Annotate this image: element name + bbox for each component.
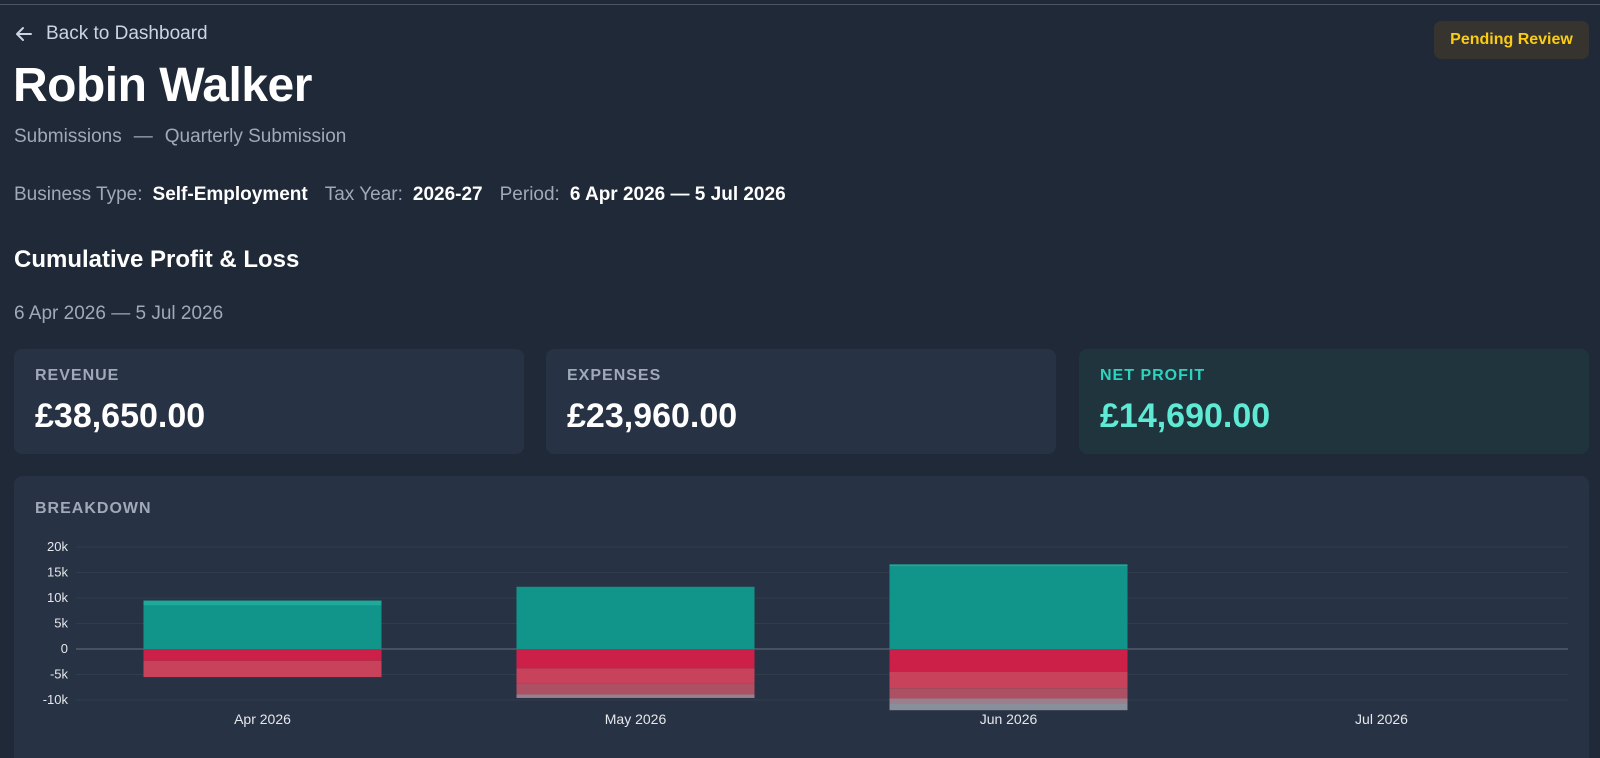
bar-segment [516,694,755,698]
tax-year-label: Tax Year: [324,184,403,205]
bar-segment [516,683,755,695]
status-badge: Pending Review [1434,21,1589,59]
bar-segment [889,671,1128,689]
y-tick-label: 20k [47,539,68,554]
expenses-card: EXPENSES £23,960.00 [546,349,1056,454]
bar-segment [516,668,755,684]
net-profit-card: NET PROFIT £14,690.00 [1079,349,1589,454]
arrow-left-icon [14,24,34,44]
net-profit-label: NET PROFIT [1100,367,1206,384]
bar-segment [143,660,382,678]
breakdown-label: BREAKDOWN [35,500,152,517]
back-to-dashboard-link[interactable]: Back to Dashboard [14,23,208,45]
bar-segment [889,703,1128,711]
period-label: Period: [499,184,560,205]
breadcrumb: Submissions — Quarterly Submission [14,126,346,148]
bar-segment [889,698,1128,704]
expenses-label: EXPENSES [567,367,662,384]
breadcrumb-page: Quarterly Submission [164,126,347,147]
business-type-value: Self-Employment [152,184,308,205]
top-divider [0,4,1600,5]
x-tick-label: May 2026 [605,711,667,727]
breadcrumb-separator: — [133,126,153,147]
breakdown-card: BREAKDOWN 20k 15k 10k 5k 0 -5k -10k Apr 2026 May… [14,476,1589,758]
x-tick-label: Jul 2026 [1355,711,1408,727]
business-type-label: Business Type: [14,184,143,205]
y-tick-label: 5k [54,616,68,631]
y-tick-label: -10k [43,692,69,707]
tax-year-value: 2026-27 [412,184,483,205]
revenue-value: £38,650.00 [35,397,206,435]
breadcrumb-section[interactable]: Submissions [14,126,122,147]
page-title: Robin Walker [13,59,312,112]
bar-segment [516,649,755,669]
y-tick-label: 15k [47,565,68,580]
bar-segment [889,566,1128,649]
breakdown-chart: 20k 15k 10k 5k 0 -5k -10k Apr 2026 May 2026 Jun 2… [43,539,1568,727]
bar-segment [889,649,1128,672]
y-tick-label: 10k [47,590,68,605]
section-title: Cumulative Profit & Loss [14,246,300,273]
y-tick-label: -5k [50,667,69,682]
net-profit-value: £14,690.00 [1100,397,1271,435]
x-tick-label: Jun 2026 [980,711,1038,727]
x-tick-label: Apr 2026 [234,711,291,727]
expenses-value: £23,960.00 [567,397,738,435]
bar-segment [143,649,382,661]
back-label: Back to Dashboard [46,23,208,44]
y-tick-label: 0 [61,641,68,656]
section-date-range: 6 Apr 2026 — 5 Jul 2026 [14,303,224,324]
bar-segment [889,688,1128,699]
period-value: 6 Apr 2026 — 5 Jul 2026 [569,184,786,205]
bar-segment [143,605,382,649]
bar-segment [889,564,1128,567]
bar-segment [516,586,755,649]
submission-meta: Business Type: Self-Employment Tax Year:… [14,184,803,206]
revenue-card: REVENUE £38,650.00 [14,349,524,454]
bar-segment [143,600,382,606]
revenue-label: REVENUE [35,367,120,384]
